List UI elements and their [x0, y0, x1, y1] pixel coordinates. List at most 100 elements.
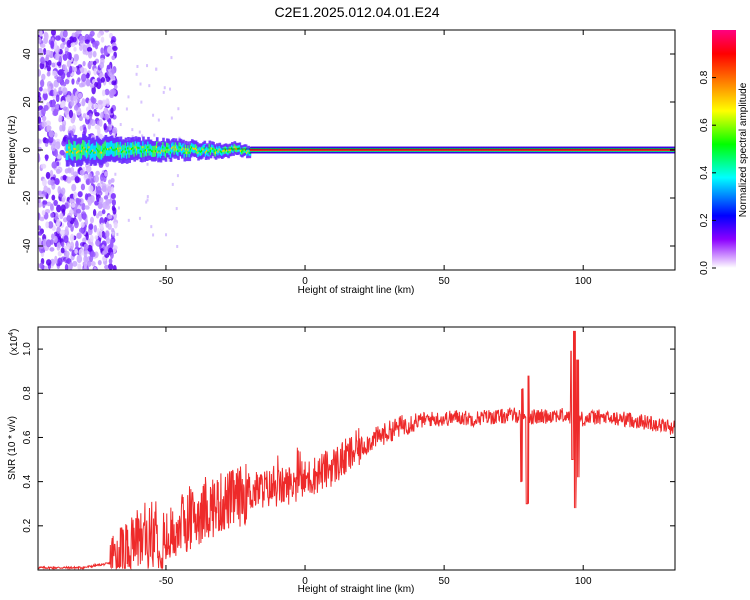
spectrogram-noise-blob	[70, 175, 75, 181]
spectrogram-noise-blob	[111, 55, 116, 61]
spectrogram-noise-blob	[93, 68, 97, 76]
spectrogram-noise-blob	[81, 98, 86, 107]
spectrogram-noise-blob	[76, 30, 82, 35]
spectrogram-noise-blob	[46, 201, 52, 207]
spectrogram-noise-blob	[43, 185, 49, 193]
spectrogram-noise-blob	[45, 171, 51, 179]
spectrogram-noise-blob	[40, 163, 47, 169]
spectrogram-sparse-blob	[153, 133, 156, 137]
spectrogram-noise-blob	[56, 218, 61, 227]
spectrogram-noise-blob	[108, 263, 114, 270]
spectrogram-sparse-blob	[119, 123, 122, 127]
spectrogram-noise-blob	[61, 100, 66, 108]
colorbar-label: Normalized spectral amplitude	[738, 82, 749, 217]
spectrogram-noise-blob	[87, 228, 93, 236]
spectrogram-noise-blob	[46, 65, 51, 72]
spectrogram-noise-blob	[53, 41, 58, 50]
spectrogram-noise-blob	[99, 61, 105, 69]
spectrogram-noise-blob	[66, 176, 72, 184]
spectrogram-noise-blob	[59, 149, 65, 156]
spectrogram-noise-blob	[94, 112, 100, 117]
spectrogram-sparse-blob	[131, 128, 134, 132]
spectrogram-noise-blob	[77, 191, 83, 198]
spectrogram-noise-blob	[103, 123, 107, 131]
spectrogram-noise-blob	[82, 213, 87, 220]
spectrogram-noise-blob	[99, 217, 105, 225]
spectrogram-noise-blob	[59, 229, 66, 236]
spectrogram-noise-blob	[57, 185, 62, 195]
spectrogram-noise-blob	[87, 200, 92, 206]
spectrogram-noise-blob	[104, 88, 110, 96]
spectrogram-noise-blob	[64, 46, 69, 53]
spectrogram-noise-blob	[94, 81, 98, 88]
spectrogram-noise-blob	[39, 262, 44, 269]
spectrogram-sparse-blob	[152, 113, 155, 117]
spectrogram-noise-blob	[95, 170, 100, 176]
spectrogram-noise-blob	[78, 248, 84, 256]
spectrogram-noise-blob	[94, 174, 100, 183]
spectrogram-noise-blob	[60, 187, 66, 195]
spectrogram-noise-blob	[42, 178, 47, 187]
spectrogram-noise-blob	[54, 149, 59, 158]
spectrogram-noise-blob	[72, 36, 77, 43]
snr-y-tick-label: 0.6	[22, 430, 33, 444]
spectrogram-noise-blob	[40, 56, 45, 64]
spectrogram-noise-blob	[107, 214, 113, 220]
spectrogram-noise-blob	[56, 242, 62, 249]
spectrogram-noise-blob	[38, 138, 41, 144]
spectrogram-noise-blob	[42, 238, 47, 247]
snr-x-tick-label: 0	[302, 576, 308, 587]
spectrogram-noise-blob	[56, 61, 62, 67]
spectrogram-noise-blob	[89, 83, 95, 88]
spectrogram-noise-blob	[94, 124, 100, 130]
spectrogram-noise-blob	[48, 130, 55, 138]
spectrogram-noise-blob	[39, 216, 45, 222]
spectrogram-noise-blob	[76, 254, 83, 264]
snr-y-tick-label: 1.0	[22, 342, 33, 356]
spectrogram-noise-blob	[97, 103, 102, 110]
spectrogram-sparse-blob	[112, 231, 115, 235]
spectrogram-noise-blob	[40, 97, 45, 105]
spectrogram-sparse-blob	[168, 158, 171, 162]
spectrogram-sparse-blob	[116, 232, 119, 236]
spectrogram-noise-blob	[60, 81, 67, 87]
spectrogram-noise-blob	[93, 266, 97, 270]
spectrogram-noise-blob	[38, 69, 42, 77]
spectrogram-noise-blob	[50, 30, 56, 36]
spectrogram-noise-blob	[42, 88, 48, 94]
spectrogram-noise-blob	[66, 94, 71, 103]
spectrogram-noise-blob	[62, 174, 67, 181]
spectrogram-noise-blob	[100, 36, 105, 43]
figure-title: C2E1.2025.012.04.01.E24	[274, 4, 439, 20]
spectrogram-sparse-blob	[170, 116, 173, 120]
spectrogram-noise-blob	[38, 225, 42, 231]
snr-x-tick-label: 50	[439, 576, 451, 587]
spectrogram-noise-blob	[60, 247, 65, 254]
spectrogram-noise-blob	[45, 239, 52, 248]
spectrogram-noise-blob	[61, 37, 66, 43]
spectrogram-noise-blob	[112, 45, 118, 52]
spectrogram-noise-blob	[84, 218, 89, 226]
spectrogram-noise-blob	[41, 115, 47, 122]
spectrogram-noise-blob	[57, 257, 63, 266]
spectrogram-noise-blob	[50, 179, 55, 186]
spectrogram-noise-blob	[72, 113, 76, 122]
spectrogram-noise-blob	[79, 169, 85, 176]
spectrogram-noise-blob	[64, 263, 69, 270]
spectrogram-noise-blob	[85, 114, 90, 120]
spectrogram-noise-blob	[77, 263, 82, 270]
spectrogram-noise-blob	[89, 113, 93, 119]
spectrogram-noise-blob	[42, 200, 48, 205]
spectrogram-noise-blob	[108, 118, 112, 126]
spectrogram-noise-blob	[84, 205, 90, 210]
colorbar-gradient	[712, 30, 736, 268]
spectrogram-noise-blob	[90, 119, 96, 127]
spectrogram-noise-blob	[90, 195, 95, 203]
spectrogram-sparse-blob	[135, 72, 138, 76]
spectrogram-noise-blob	[62, 64, 67, 71]
spectrogram-noise-blob	[98, 197, 104, 204]
spectrogram-noise-blob	[75, 197, 80, 204]
spectrogram-sparse-blob	[145, 200, 148, 204]
spectrogram-noise-blob	[50, 203, 54, 211]
spectrogram-y-tick-label: 20	[22, 96, 33, 108]
